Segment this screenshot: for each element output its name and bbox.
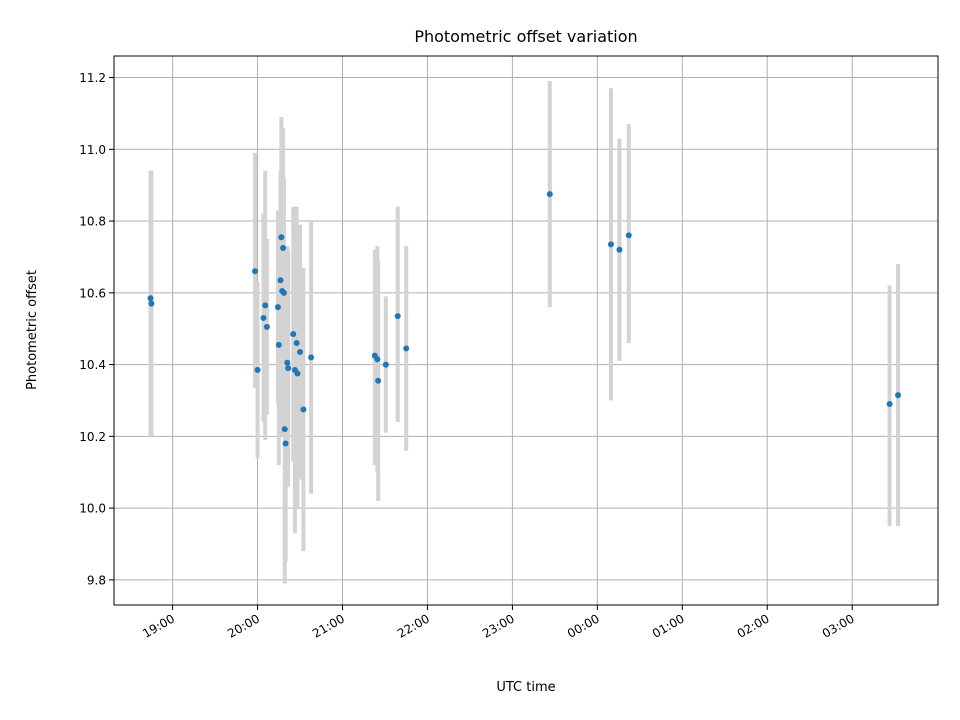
y-tick-label: 10.6	[79, 286, 106, 300]
y-tick-label: 11.2	[79, 71, 106, 85]
data-point	[290, 331, 297, 338]
data-point	[274, 304, 281, 311]
data-point	[394, 313, 401, 320]
data-point	[308, 354, 315, 361]
data-points	[147, 191, 902, 447]
data-point	[262, 302, 269, 309]
data-point	[252, 268, 259, 275]
data-point	[375, 377, 382, 384]
data-point	[607, 241, 614, 248]
data-point	[300, 406, 307, 413]
data-point	[294, 370, 301, 377]
y-tick-label: 10.8	[79, 215, 106, 229]
y-tick-label: 10.0	[79, 502, 106, 516]
y-tick-label: 9.8	[87, 573, 106, 587]
data-point	[293, 340, 300, 347]
data-point	[374, 356, 381, 363]
data-point	[278, 234, 285, 241]
data-point	[263, 323, 270, 330]
y-tick-label: 10.2	[79, 430, 106, 444]
data-point	[546, 191, 553, 198]
data-point	[281, 426, 288, 433]
data-point	[625, 232, 632, 239]
y-tick-label: 11.0	[79, 143, 106, 157]
data-point	[895, 392, 902, 399]
data-point	[297, 349, 304, 356]
data-point	[260, 314, 267, 321]
data-point	[403, 345, 410, 352]
data-point	[280, 244, 287, 251]
data-point	[147, 295, 154, 302]
data-point	[275, 341, 282, 348]
data-point	[280, 289, 287, 296]
data-point	[277, 277, 284, 284]
data-point	[616, 246, 623, 253]
data-point	[254, 366, 261, 373]
y-axis-label: Photometric offset	[25, 270, 40, 390]
plot-frame	[113, 55, 939, 606]
y-tick-label: 10.4	[79, 358, 106, 372]
data-point	[284, 359, 291, 366]
data-point	[382, 361, 389, 368]
grid	[114, 56, 938, 605]
data-point	[886, 401, 893, 408]
data-point	[282, 440, 289, 447]
data-point	[285, 365, 292, 372]
data-point	[148, 300, 155, 307]
x-axis-label: UTC time	[496, 680, 555, 695]
chart-title: Photometric offset variation	[414, 27, 637, 46]
